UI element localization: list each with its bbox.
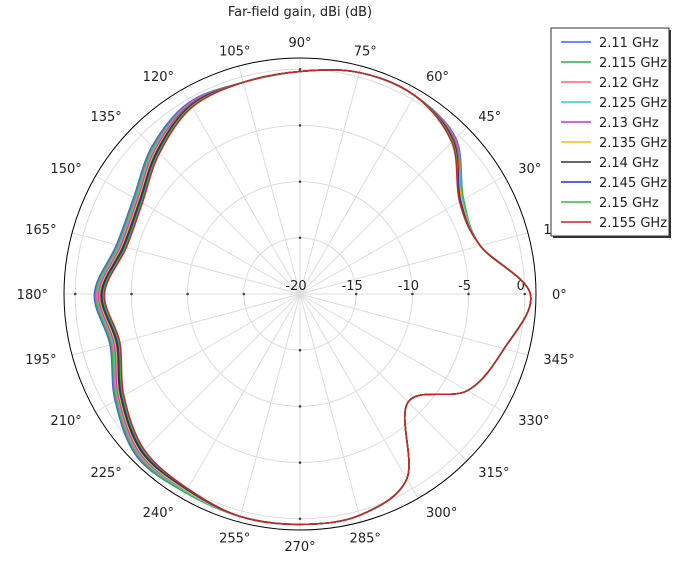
- angle-tick-label: 225°: [90, 466, 121, 481]
- radial-tick-mark: [73, 292, 77, 296]
- legend-label: 2.11 GHz: [599, 36, 659, 51]
- angular-gridline: [299, 293, 529, 356]
- angular-gridline: [181, 89, 301, 295]
- legend-label: 2.12 GHz: [599, 76, 659, 91]
- angle-tick-label: 180°: [17, 288, 48, 303]
- radial-tick-mark: [130, 292, 133, 296]
- radial-tick-mark: [298, 124, 302, 127]
- radial-tick-label: 0: [517, 279, 525, 294]
- radial-tick-mark: [186, 292, 189, 296]
- legend-label: 2.125 GHz: [599, 96, 667, 111]
- radial-tick-mark: [354, 292, 358, 296]
- legend-label: 2.135 GHz: [599, 136, 667, 151]
- angular-gridline: [132, 293, 301, 462]
- angle-tick-label: 0°: [552, 288, 567, 303]
- angle-tick-label: 120°: [143, 70, 174, 85]
- angular-gridline: [132, 126, 301, 295]
- legend-label: 2.15 GHz: [599, 196, 659, 211]
- angular-gridline: [238, 65, 301, 295]
- angle-tick-label: 300°: [426, 506, 457, 521]
- angular-gridline: [181, 293, 301, 499]
- radial-tick-label: -5: [458, 279, 471, 294]
- angular-gridline: [299, 65, 362, 295]
- angular-gridline: [299, 293, 362, 523]
- angular-gridline: [299, 126, 468, 295]
- angular-gridline: [299, 232, 529, 295]
- angle-tick-label: 195°: [25, 353, 56, 368]
- angular-gridline: [299, 175, 505, 295]
- angle-tick-label: 240°: [143, 506, 174, 521]
- angular-gridline: [299, 293, 468, 462]
- radial-tick-mark: [298, 517, 302, 521]
- radial-tick-label: -20: [285, 279, 306, 294]
- radial-tick-mark: [298, 461, 302, 464]
- angle-tick-label: 285°: [350, 531, 381, 546]
- legend-label: 2.115 GHz: [599, 56, 667, 71]
- angular-gridline: [299, 293, 505, 413]
- legend-label: 2.14 GHz: [599, 156, 659, 171]
- angular-gridline: [299, 89, 419, 295]
- angle-tick-label: 45°: [478, 110, 501, 125]
- angular-gridline: [71, 232, 301, 295]
- angle-tick-label: 30°: [518, 162, 541, 177]
- radial-tick-mark: [467, 292, 470, 296]
- angular-gridline: [95, 175, 301, 295]
- legend-label: 2.145 GHz: [599, 176, 667, 191]
- legend-label: 2.155 GHz: [599, 216, 667, 231]
- angle-tick-label: 255°: [219, 531, 250, 546]
- legend-label: 2.13 GHz: [599, 116, 659, 131]
- angular-gridline: [95, 293, 301, 413]
- angular-gridline: [299, 293, 419, 499]
- angle-tick-label: 165°: [25, 223, 56, 238]
- angle-tick-label: 60°: [426, 70, 449, 85]
- radial-tick-mark: [298, 236, 302, 240]
- chart-title: Far-field gain, dBi (dB): [228, 5, 372, 20]
- radial-tick-label: -10: [398, 279, 419, 294]
- series-line: [103, 69, 532, 526]
- radial-tick-mark: [298, 67, 302, 71]
- polar-boundary: [63, 57, 537, 531]
- radial-tick-mark: [298, 348, 302, 352]
- angle-tick-label: 90°: [288, 36, 311, 51]
- angle-tick-label: 210°: [50, 414, 81, 429]
- angle-tick-label: 270°: [284, 540, 315, 555]
- radial-tick-label: -15: [342, 279, 363, 294]
- radial-tick-mark: [411, 292, 414, 296]
- angle-tick-label: 345°: [543, 353, 574, 368]
- angular-gridline: [238, 293, 301, 523]
- angle-tick-label: 105°: [219, 45, 250, 60]
- angle-tick-label: 75°: [354, 45, 377, 60]
- angle-tick-label: 135°: [90, 110, 121, 125]
- radial-tick-mark: [523, 292, 527, 296]
- radial-tick-mark: [242, 292, 246, 296]
- angle-tick-label: 330°: [518, 414, 549, 429]
- radial-tick-mark: [298, 180, 302, 183]
- angle-tick-label: 315°: [478, 466, 509, 481]
- angle-tick-label: 150°: [50, 162, 81, 177]
- radial-tick-mark: [298, 405, 302, 408]
